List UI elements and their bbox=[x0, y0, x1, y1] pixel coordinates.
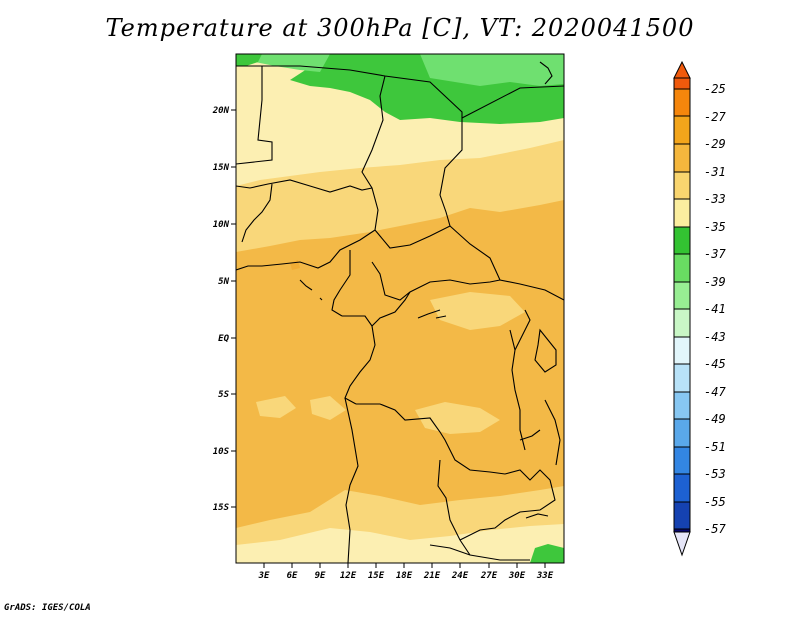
colorbar-swatch-9 bbox=[673, 308, 691, 338]
cb-label-29: -29 bbox=[704, 137, 726, 151]
lat-label-15s: 15S bbox=[213, 503, 230, 513]
colorbar-labels: -25 -27 -29 -31 -33 -35 -37 -39 -41 -43 … bbox=[704, 82, 726, 536]
lon-label-9e: 9E bbox=[315, 571, 326, 581]
colorbar-swatch-4 bbox=[673, 171, 691, 200]
lon-label-33e: 33E bbox=[536, 571, 554, 581]
lat-label-5n: 5N bbox=[218, 277, 229, 287]
lat-labels: 20N 15N 10N 5N EQ 5S 10S 15S bbox=[212, 106, 230, 513]
cb-label-49: -49 bbox=[704, 412, 726, 426]
lon-label-30e: 30E bbox=[508, 571, 526, 581]
colorbar-swatch-2 bbox=[673, 115, 691, 145]
lat-label-eq: EQ bbox=[218, 334, 229, 344]
cb-label-43: -43 bbox=[704, 330, 726, 344]
lon-label-24e: 24E bbox=[451, 571, 469, 581]
lon-label-18e: 18E bbox=[396, 571, 413, 581]
field-patch-central-1 bbox=[430, 292, 525, 330]
lat-label-10s: 10S bbox=[213, 447, 230, 457]
country-borders bbox=[236, 61, 564, 563]
colorbar: -25 -27 -29 -31 -33 -35 -37 -39 -41 -43 … bbox=[673, 60, 726, 557]
colorbar-bottom-arrow bbox=[673, 531, 691, 557]
lon-label-27e: 27E bbox=[480, 571, 498, 581]
cb-label-39: -39 bbox=[704, 275, 726, 289]
colorbar-swatch-13 bbox=[673, 418, 691, 448]
lon-label-15e: 15E bbox=[368, 571, 385, 581]
cb-label-51: -51 bbox=[704, 440, 726, 454]
colorbar-swatch-6 bbox=[673, 226, 691, 255]
cb-label-53: -53 bbox=[704, 467, 726, 481]
colorbar-swatch-10 bbox=[673, 336, 691, 365]
lon-label-21e: 21E bbox=[423, 571, 441, 581]
cb-label-47: -47 bbox=[704, 385, 726, 399]
cb-label-57: -57 bbox=[704, 522, 726, 536]
map-title: Temperature at 300hPa [C], VT: 202004150… bbox=[105, 14, 695, 42]
colorbar-swatch-3 bbox=[673, 143, 691, 173]
lat-label-20n: 20N bbox=[212, 106, 230, 116]
lat-ticks bbox=[231, 109, 236, 508]
colorbar-swatch-16 bbox=[673, 501, 691, 530]
lon-ticks bbox=[263, 563, 546, 568]
field-band-south-31-33 bbox=[236, 524, 564, 563]
cb-label-35: -35 bbox=[704, 220, 726, 234]
cb-label-41: -41 bbox=[704, 302, 726, 316]
grads-footer: GrADS: IGES/COLA bbox=[4, 603, 91, 613]
cb-label-55: -55 bbox=[704, 495, 726, 509]
colorbar-swatch-14 bbox=[673, 446, 691, 475]
colorbar-top-arrow bbox=[673, 60, 691, 79]
lat-label-5s: 5S bbox=[218, 390, 229, 400]
colorbar-swatch-15 bbox=[673, 473, 691, 503]
colorbar-swatch-8 bbox=[673, 281, 691, 310]
cb-label-37: -37 bbox=[704, 247, 726, 261]
field-green-se bbox=[530, 544, 564, 563]
lon-label-3e: 3E bbox=[258, 571, 270, 581]
cb-label-45: -45 bbox=[704, 357, 726, 371]
field-patch-west-2 bbox=[310, 396, 346, 420]
field-green-north-37-39 bbox=[236, 54, 564, 86]
field-patch-west-1 bbox=[256, 396, 296, 418]
colorbar-swatch-7 bbox=[673, 253, 691, 283]
lon-label-12e: 12E bbox=[340, 571, 357, 581]
lat-label-15n: 15N bbox=[213, 163, 230, 173]
lon-label-6e: 6E bbox=[287, 571, 298, 581]
colorbar-swatch-0 bbox=[673, 77, 691, 90]
colorbar-swatch-1 bbox=[673, 88, 691, 117]
temperature-field bbox=[236, 54, 564, 563]
colorbar-swatch-12 bbox=[673, 391, 691, 420]
cb-label-33: -33 bbox=[704, 192, 726, 206]
colorbar-swatch-11 bbox=[673, 363, 691, 393]
field-green-nw-35-37 bbox=[236, 54, 262, 66]
cb-label-25: -25 bbox=[704, 82, 726, 96]
map-frame bbox=[235, 53, 565, 564]
cb-label-27: -27 bbox=[704, 110, 726, 124]
cb-label-31: -31 bbox=[704, 165, 726, 179]
colorbar-swatch-5 bbox=[673, 198, 691, 228]
lat-label-10n: 10N bbox=[213, 220, 230, 230]
lon-labels: 3E 6E 9E 12E 15E 18E 21E 24E 27E 30E 33E bbox=[258, 571, 554, 581]
